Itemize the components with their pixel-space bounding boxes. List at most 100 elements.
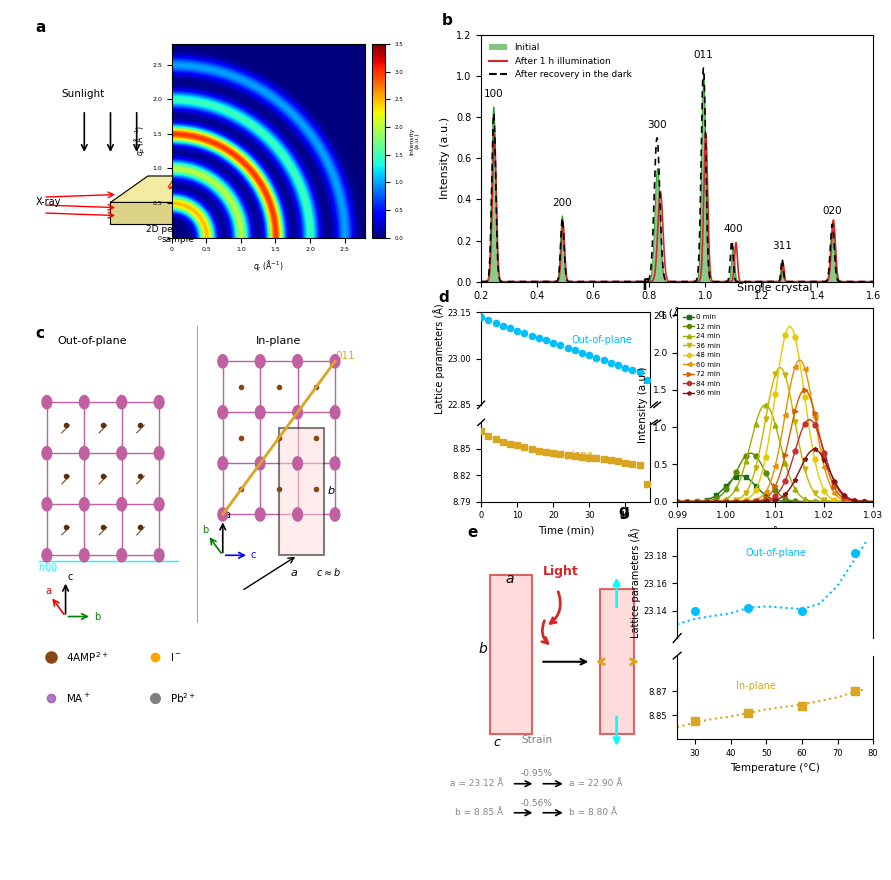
Point — [575, 346, 589, 360]
Circle shape — [154, 548, 164, 562]
Text: 311: 311 — [772, 241, 792, 251]
Point — [575, 450, 589, 464]
Point — [568, 449, 582, 463]
Circle shape — [331, 406, 339, 419]
Text: Out-of-plane: Out-of-plane — [57, 336, 127, 346]
Polygon shape — [110, 176, 298, 202]
Text: -0.95%: -0.95% — [521, 769, 553, 779]
Point — [532, 444, 546, 458]
Text: 011: 011 — [693, 50, 714, 60]
Point — [525, 328, 539, 342]
Circle shape — [42, 497, 52, 511]
Point — [633, 365, 647, 379]
Point — [532, 331, 546, 345]
Point — [596, 452, 610, 466]
Circle shape — [79, 497, 89, 511]
Text: a: a — [225, 510, 231, 520]
Point — [611, 358, 625, 372]
Text: f: f — [642, 277, 649, 292]
Circle shape — [117, 395, 127, 409]
Text: 100: 100 — [484, 89, 503, 99]
Circle shape — [293, 355, 302, 368]
Circle shape — [256, 355, 265, 368]
X-axis label: Time (min): Time (min) — [537, 526, 594, 536]
Bar — [279, 428, 323, 555]
Text: a: a — [36, 20, 46, 35]
Circle shape — [154, 497, 164, 511]
Point — [553, 338, 568, 352]
Point — [495, 435, 510, 449]
Text: Sunlight: Sunlight — [61, 89, 105, 99]
Point — [625, 457, 640, 471]
Point — [618, 456, 633, 470]
Point — [488, 432, 503, 446]
Text: b: b — [94, 612, 100, 621]
Text: X-ray: X-ray — [36, 197, 61, 208]
Text: 200: 200 — [552, 198, 572, 208]
Circle shape — [42, 446, 52, 460]
Point — [510, 438, 524, 452]
Text: b: b — [442, 13, 453, 28]
Text: In-plane: In-plane — [257, 336, 301, 346]
Text: g: g — [618, 504, 629, 519]
Circle shape — [293, 508, 302, 521]
Text: Strain: Strain — [521, 735, 552, 745]
Circle shape — [117, 446, 127, 460]
Text: Pb$^{2+}$: Pb$^{2+}$ — [170, 692, 197, 705]
Circle shape — [79, 395, 89, 409]
Circle shape — [293, 406, 302, 419]
Bar — [490, 575, 532, 734]
Point — [539, 334, 553, 348]
Point — [553, 447, 568, 461]
Text: a = 23.12 Å: a = 23.12 Å — [450, 779, 503, 788]
Point — [688, 604, 702, 618]
Circle shape — [42, 548, 52, 562]
Text: 020: 020 — [822, 206, 842, 216]
Text: Light: Light — [543, 565, 578, 577]
Polygon shape — [260, 176, 298, 224]
Y-axis label: Intensity
(a.u.): Intensity (a.u.) — [409, 127, 420, 155]
Legend: Initial, After 1 h illumination, After recovery in the dark: Initial, After 1 h illumination, After r… — [486, 40, 635, 83]
Text: In-plane: In-plane — [736, 681, 776, 691]
Point — [618, 361, 633, 375]
Point — [589, 451, 603, 466]
Circle shape — [117, 497, 127, 511]
Y-axis label: Lattice parameters (Å): Lattice parameters (Å) — [433, 304, 445, 414]
Point — [640, 477, 654, 491]
Y-axis label: Intensity (a.u.): Intensity (a.u.) — [637, 367, 648, 443]
Point — [518, 326, 532, 340]
Y-axis label: $q_z$ (Å$^{-1}$): $q_z$ (Å$^{-1}$) — [132, 125, 146, 157]
Point — [640, 373, 654, 387]
Point — [560, 448, 575, 462]
Text: 400: 400 — [723, 224, 743, 234]
Point — [611, 454, 625, 468]
Circle shape — [256, 508, 265, 521]
Circle shape — [256, 406, 265, 419]
Circle shape — [154, 446, 164, 460]
Circle shape — [117, 548, 127, 562]
Text: a: a — [506, 572, 514, 586]
Circle shape — [331, 457, 339, 470]
Point — [848, 685, 862, 699]
X-axis label: Temperature (°C): Temperature (°C) — [731, 764, 820, 774]
Text: c: c — [251, 550, 257, 561]
Point — [481, 313, 495, 327]
Point — [525, 442, 539, 456]
Text: -0.56%: -0.56% — [521, 798, 553, 808]
Text: b: b — [202, 524, 208, 535]
Point — [848, 546, 862, 560]
Text: a: a — [290, 568, 297, 577]
Circle shape — [218, 508, 227, 521]
X-axis label: q (Å⁻¹): q (Å⁻¹) — [758, 526, 792, 538]
X-axis label: q (Å⁻¹): q (Å⁻¹) — [658, 307, 696, 319]
Point — [741, 601, 756, 615]
Point — [560, 341, 575, 355]
Text: c: c — [493, 736, 500, 749]
Point — [546, 336, 560, 350]
Text: c: c — [68, 572, 73, 582]
Circle shape — [293, 457, 302, 470]
Point — [582, 451, 596, 465]
Point — [589, 350, 603, 364]
Point — [568, 343, 582, 357]
Text: $c \approx b$: $c \approx b$ — [316, 566, 341, 577]
